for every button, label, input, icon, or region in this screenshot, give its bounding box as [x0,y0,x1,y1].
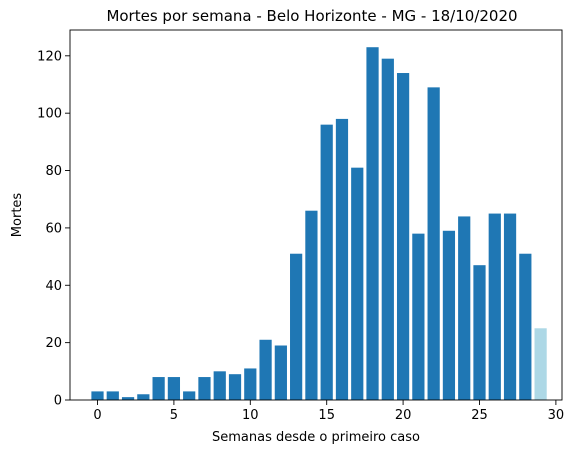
bar-week-2 [121,397,135,400]
bar-week-26 [488,213,501,400]
bar-week-19 [381,58,394,401]
bar-week-21 [412,233,425,400]
bar-week-22 [427,87,440,401]
y-tick-label: 60 [45,221,62,236]
bar-week-27 [503,213,517,400]
bar-week-23 [442,230,456,400]
bar-week-14 [305,210,318,400]
y-tick-label: 100 [37,107,62,122]
x-tick-label: 25 [471,408,488,423]
axes-frame [69,29,563,401]
x-tick-label: 20 [395,408,412,423]
y-tick-label: 80 [45,164,62,179]
bar-week-9 [228,374,242,400]
bar-week-12 [274,345,287,400]
bar-week-6 [183,391,196,400]
bar-week-4 [152,377,165,400]
x-tick-label: 15 [318,408,335,423]
x-tick-label: 5 [170,408,178,423]
bar-week-1 [106,391,119,400]
y-axis-label: Mortes [10,193,25,238]
bar-week-16 [335,118,349,400]
y-tick-label: 0 [54,394,62,409]
bar-week-13 [290,253,303,400]
bar-week-18 [366,47,379,401]
bars [91,47,547,401]
bar-week-17 [351,167,364,400]
y-tick-label: 20 [45,336,62,351]
bar-week-8 [213,371,226,400]
bar-week-20 [396,73,410,401]
y-tick-label: 120 [37,49,62,64]
bar-week-5 [167,377,181,400]
bar-week-7 [198,377,211,400]
bar-week-24 [458,216,471,400]
bar-week-28 [519,253,532,400]
bar-week-11 [259,339,272,400]
bar-week-29 [534,328,547,400]
bar-week-3 [137,394,150,400]
chart-title: Mortes por semana - Belo Horizonte - MG … [106,7,517,25]
bar-week-0 [91,391,104,400]
y-tick-label: 40 [45,279,62,294]
bar-week-15 [320,124,333,401]
bar-week-25 [473,265,486,400]
x-tick-label: 0 [93,408,101,423]
bar-week-10 [244,368,257,400]
x-axis-label: Semanas desde o primeiro caso [212,430,420,445]
y-axis-ticks: 0 20 40 60 80 100 120 [37,49,70,409]
x-axis-ticks: 0 5 10 15 20 25 30 [93,400,564,423]
x-tick-label: 30 [548,408,565,423]
x-tick-label: 10 [242,408,259,423]
